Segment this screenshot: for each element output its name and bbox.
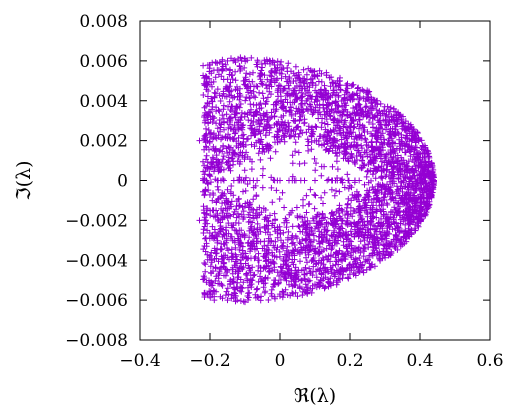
x-tick-labels: −0.4 −0.2 0 0.2 0.4 0.6 bbox=[119, 351, 503, 371]
scatter-point-markers bbox=[196, 54, 437, 306]
y-tick-label: −0.008 bbox=[65, 331, 128, 351]
y-tick-label: 0 bbox=[117, 172, 128, 192]
y-tick-label: −0.006 bbox=[65, 291, 128, 311]
y-tick-label: 0.008 bbox=[79, 12, 128, 32]
y-tick-label: 0.006 bbox=[79, 52, 128, 72]
y-axis-label: ℑ(λ) bbox=[13, 160, 35, 200]
x-axis-label: ℜ(λ) bbox=[294, 385, 336, 407]
x-tick-label: 0.4 bbox=[406, 351, 433, 371]
y-tick-label: 0.004 bbox=[79, 92, 128, 112]
y-tick-labels: −0.008 −0.006 −0.004 −0.002 0 0.002 0.004 0.006… bbox=[65, 12, 128, 351]
x-tick-label: 0 bbox=[275, 351, 286, 371]
y-tick-label: −0.002 bbox=[65, 211, 128, 231]
y-tick-label: 0.002 bbox=[79, 132, 128, 152]
data-points bbox=[196, 54, 437, 306]
x-tick-label: 0.6 bbox=[476, 351, 503, 371]
x-tick-label: −0.4 bbox=[119, 351, 160, 371]
axis-ticks bbox=[139, 20, 491, 341]
x-tick-label: −0.2 bbox=[189, 351, 230, 371]
y-tick-label: −0.004 bbox=[65, 251, 128, 271]
x-tick-label: 0.2 bbox=[336, 351, 363, 371]
